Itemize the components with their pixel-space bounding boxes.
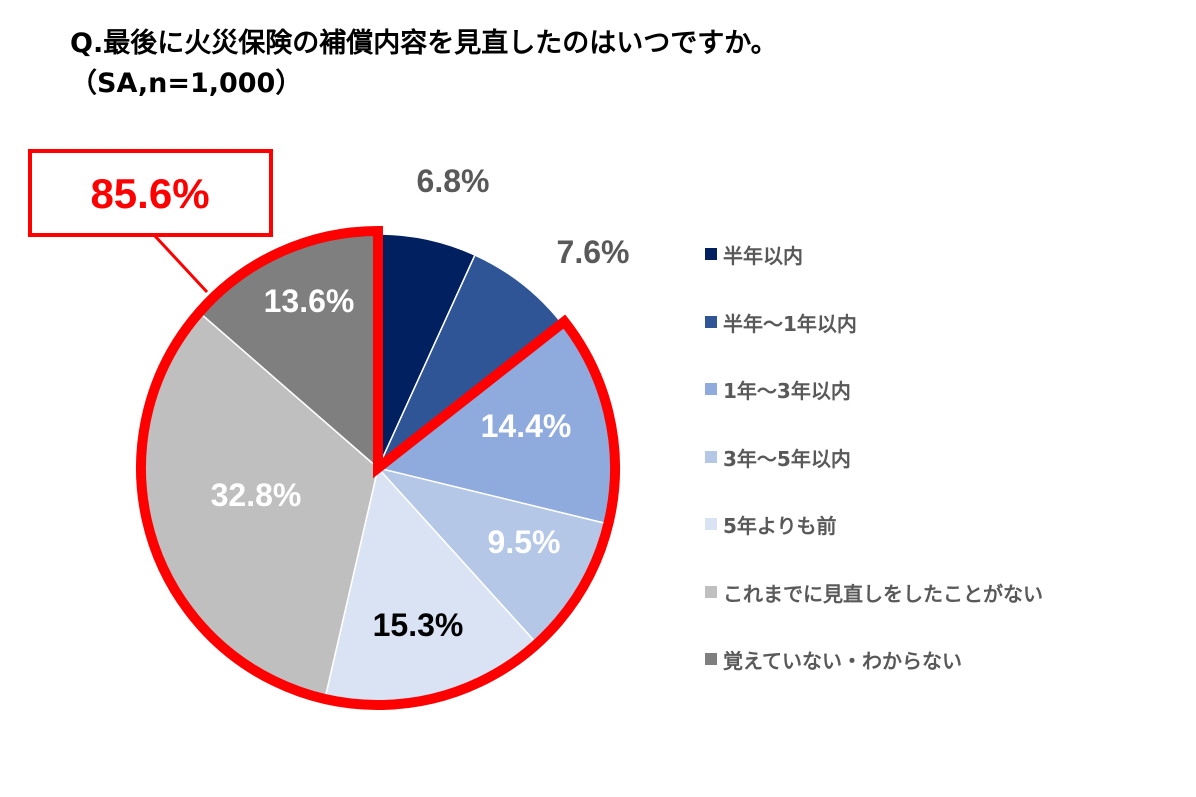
data-label: 15.3% (373, 607, 464, 643)
callout-box (28, 149, 273, 237)
legend-item: 5年よりも前 (705, 510, 1043, 578)
legend-label: 覚えていない・わからない (723, 649, 962, 673)
chart-subtitle: （SA,n=1,000） (70, 68, 303, 99)
legend-label: 1年～3年以内 (723, 379, 851, 403)
legend-item: 1年～3年以内 (705, 375, 1043, 443)
legend-swatch (705, 585, 717, 598)
legend-label: 3年～5年以内 (723, 446, 851, 471)
legend-swatch (705, 653, 717, 665)
legend-item: 半年以内 (705, 240, 1043, 308)
callout-line (153, 234, 209, 294)
legend-swatch (705, 315, 717, 328)
legend-swatch (705, 450, 717, 463)
data-label: 6.8% (417, 163, 490, 199)
legend-swatch (705, 383, 717, 395)
data-label: 13.6% (264, 283, 355, 319)
legend-label: 5年よりも前 (723, 514, 837, 538)
legend-item: 覚えていない・わからない (705, 645, 1043, 713)
legend-item: これまでに見直しをしたことがない (705, 578, 1043, 646)
legend-label: 半年～1年以内 (723, 311, 857, 336)
legend-item: 半年～1年以内 (705, 308, 1043, 376)
data-label: 14.4% (481, 408, 572, 444)
legend-label: これまでに見直しをしたことがない (723, 581, 1043, 606)
highlight-outline (136, 225, 620, 710)
data-label: 9.5% (488, 524, 561, 560)
callout-label: 85.6% (90, 170, 209, 217)
legend-label: 半年以内 (723, 244, 803, 268)
legend-item: 3年～5年以内 (705, 443, 1043, 511)
data-label: 7.6% (557, 234, 630, 270)
data-label: 32.8% (211, 477, 302, 513)
legend-swatch (705, 248, 717, 260)
legend: 半年以内半年～1年以内 1年～3年以内 3年～5年以内 5年よりも前これまでに見直しを… (705, 240, 1043, 713)
chart-title: Q.最後に火災保険の補償内容を見直したのはいつですか。 (70, 28, 778, 59)
legend-swatch (705, 518, 717, 530)
